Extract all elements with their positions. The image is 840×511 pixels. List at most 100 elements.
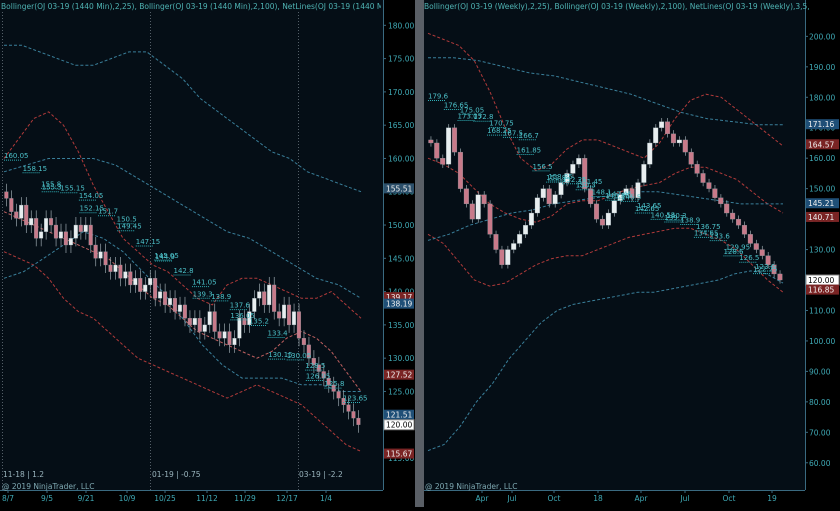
right-price-marker	[806, 139, 839, 150]
left-candle	[93, 244, 98, 259]
left-y-tick-label: 165.00	[388, 121, 414, 130]
right-bollinger-line	[427, 191, 783, 241]
left-candle	[29, 218, 34, 226]
left-y-tick-label: 135.00	[388, 321, 414, 330]
right-y-tick-label: 70.00	[809, 428, 831, 437]
right-y-tick-label: 60.00	[809, 459, 831, 468]
left-level-label: 155.3	[42, 184, 62, 192]
left-level-label: 155.8	[41, 180, 61, 188]
left-plot-area	[0, 0, 383, 490]
right-plot-area	[424, 0, 805, 490]
right-candle	[676, 139, 682, 144]
left-level-label: 152.15	[79, 205, 104, 213]
right-y-tick-label: 90.00	[809, 367, 831, 376]
right-bollinger-line	[427, 270, 784, 452]
left-price-marker-label: 155.51	[386, 184, 412, 193]
left-level-label: 144.9	[155, 253, 175, 261]
left-price-marker	[384, 409, 414, 420]
left-bollinger-line	[3, 158, 362, 299]
left-level-label: 154.05	[79, 192, 104, 200]
left-candle	[153, 278, 158, 299]
right-level-label: 123.6	[755, 263, 776, 271]
left-price-marker-label: 121.51	[386, 411, 412, 420]
right-level-label: 129.95	[726, 244, 751, 252]
left-candle	[4, 191, 9, 199]
right-candle	[753, 243, 759, 250]
left-candle	[296, 311, 301, 339]
left-candle	[138, 278, 143, 292]
left-bollinger-line	[3, 111, 362, 319]
left-candle	[163, 291, 168, 306]
left-candle	[148, 278, 153, 286]
left-level-label: 158.15	[23, 165, 48, 173]
left-price-marker	[384, 369, 414, 380]
left-candle	[346, 404, 351, 412]
left-candle	[182, 304, 187, 319]
left-candle	[172, 298, 177, 312]
left-level-label: 147.15	[136, 238, 161, 246]
right-candle	[647, 142, 653, 165]
left-y-tick-label: 125.00	[388, 387, 414, 396]
left-candle	[356, 417, 361, 425]
right-level-label: 168.25	[487, 127, 512, 135]
right-candle	[475, 194, 481, 220]
right-candle	[700, 173, 706, 183]
left-x-tick-label: 10/25	[154, 494, 176, 503]
left-candle	[83, 224, 88, 232]
left-y-tick-label: 175.00	[388, 55, 414, 64]
left-candle	[133, 278, 138, 286]
right-candle	[440, 158, 446, 165]
right-x-tick-label: 18	[593, 494, 603, 503]
left-candle	[232, 338, 237, 346]
left-x-tick-label: 8/7	[2, 494, 14, 503]
right-candle	[564, 173, 570, 183]
right-candle	[653, 127, 659, 144]
left-candle	[207, 311, 212, 326]
right-candle	[428, 139, 434, 144]
right-candle	[469, 203, 475, 220]
left-candle	[24, 204, 29, 226]
right-y-tick-label: 190.00	[809, 63, 835, 72]
right-candle	[546, 188, 552, 205]
right-level-label: 166.7	[519, 132, 539, 140]
left-price-marker-label: 127.52	[386, 371, 412, 380]
left-candle	[286, 304, 292, 326]
right-price-marker	[806, 119, 839, 130]
right-level-label: 146.5	[621, 193, 641, 201]
right-level-label: 151.45	[578, 178, 603, 186]
left-level-label: 151.7	[98, 208, 118, 216]
left-candle	[177, 304, 182, 312]
right-x-tick-label: 19	[767, 494, 777, 503]
left-candle	[222, 331, 227, 339]
left-x-tick-label: 11/12	[196, 494, 218, 503]
left-y-tick-label: 180.00	[388, 21, 414, 30]
right-level-label: 170.75	[489, 119, 514, 127]
right-y-tick-label: 200.00	[809, 32, 835, 41]
right-level-label: 128.6	[723, 248, 744, 256]
left-candle	[34, 218, 39, 239]
left-y-tick-label: 140.00	[388, 288, 414, 297]
right-candle	[434, 142, 440, 159]
right-y-tick-label: 80.00	[809, 398, 831, 407]
right-candle	[552, 194, 558, 205]
session-label-3: 03-19 | -2.2	[299, 470, 343, 479]
right-candle	[665, 121, 671, 134]
left-copyright: @ 2019 NinjaTrader, LLC	[2, 482, 95, 491]
right-candle	[576, 158, 582, 165]
left-candle	[291, 311, 296, 326]
left-level-label: 142.8	[174, 267, 194, 275]
left-candle	[321, 371, 326, 379]
right-candle	[611, 200, 617, 214]
left-candle	[217, 331, 222, 339]
left-level-label: 145.05	[154, 252, 179, 260]
right-level-label: 133.6	[710, 233, 731, 241]
left-candle	[257, 291, 262, 299]
left-price-marker-label: 139.17	[386, 293, 412, 302]
left-candle	[73, 224, 78, 239]
left-candle	[14, 211, 19, 219]
right-x-tick-label: Jul	[506, 494, 516, 503]
right-candle	[582, 158, 588, 189]
right-candle	[747, 234, 753, 244]
left-bollinger-line	[3, 251, 362, 452]
